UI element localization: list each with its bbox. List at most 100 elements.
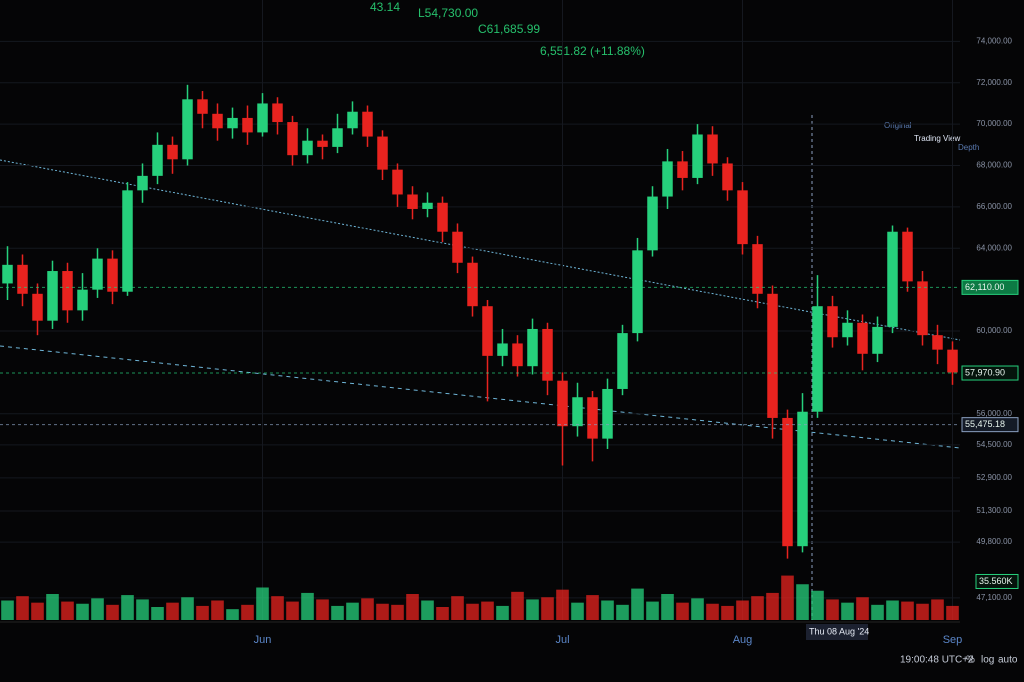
volume-bar <box>286 601 299 620</box>
candle-body <box>137 175 148 191</box>
candle-body <box>902 231 913 282</box>
volume-bar <box>376 603 389 620</box>
clock: 19:00:48 UTC+2 <box>900 655 974 666</box>
volume-bar <box>811 590 824 620</box>
candle-body <box>647 196 658 251</box>
candle-body <box>632 250 643 334</box>
volume-bar <box>76 603 89 620</box>
volume-bar <box>301 592 314 620</box>
candle-body <box>197 99 208 114</box>
volume-bar <box>781 575 794 620</box>
candle-body <box>77 289 88 311</box>
volume-bar <box>766 592 779 620</box>
candle-body <box>512 343 523 367</box>
candle-body <box>317 140 328 147</box>
volume-bar <box>511 591 524 620</box>
y-tick-label: 64,000.00 <box>976 243 1012 252</box>
candle-body <box>377 136 388 170</box>
candle-body <box>737 190 748 245</box>
volume-bar <box>931 599 944 620</box>
volume-bar <box>886 600 899 620</box>
volume-bar <box>16 596 29 620</box>
candle-body <box>827 306 838 338</box>
toolbar-tab[interactable]: Trading View <box>914 134 960 143</box>
volume-bar <box>946 605 959 620</box>
volume-bar <box>796 584 809 620</box>
volume-bar <box>481 601 494 620</box>
volume-bar <box>226 609 239 620</box>
volume-bar <box>556 589 569 620</box>
ohlc-value: C61,685.99 <box>478 22 540 36</box>
volume-bar <box>271 596 284 620</box>
candle-body <box>332 128 343 147</box>
volume-bar <box>91 598 104 620</box>
ohlc-value: 43.14 <box>370 0 400 14</box>
candle-body <box>707 134 718 164</box>
volume-bar <box>721 605 734 620</box>
candle-body <box>662 161 673 197</box>
candle-body <box>947 349 958 373</box>
marked-price-label: 57,970.90 <box>965 367 1005 377</box>
trend-line <box>0 159 961 341</box>
crosshair-price-label: 55,475.18 <box>965 419 1005 429</box>
candle-body <box>557 380 568 427</box>
volume-bar <box>751 596 764 620</box>
candle-body <box>437 202 448 232</box>
candle-body <box>212 113 223 129</box>
toolbar-tab[interactable]: Depth <box>958 143 979 152</box>
volume-bar <box>181 597 194 620</box>
candle-body <box>257 103 268 133</box>
last-price-label: 62,110.00 <box>965 282 1004 292</box>
volume-bar <box>496 605 509 620</box>
y-tick-label: 52,900.00 <box>976 473 1012 482</box>
volume-bar <box>136 599 149 620</box>
candle-body <box>2 264 13 284</box>
crosshair-date-box <box>806 624 868 640</box>
volume-bar <box>706 603 719 620</box>
volume-bar <box>61 601 74 620</box>
volume-bar <box>631 588 644 620</box>
y-tick-label: 70,000.00 <box>976 119 1012 128</box>
candle-body <box>872 326 883 354</box>
volume-bar <box>586 595 599 620</box>
trend-line <box>0 345 961 449</box>
candle-body <box>767 293 778 418</box>
candle-body <box>242 117 253 133</box>
candle-body <box>797 411 808 547</box>
candle-body <box>362 111 373 137</box>
volume-bar <box>601 600 614 620</box>
volume-label-box <box>975 573 1019 589</box>
volume-bar <box>541 597 554 620</box>
log-button[interactable]: log <box>981 655 994 666</box>
y-tick-label: 66,000.00 <box>976 202 1012 211</box>
candle-body <box>392 169 403 195</box>
volume-bar <box>346 602 359 620</box>
candle-body <box>92 258 103 290</box>
candle-body <box>782 417 793 547</box>
candle-body <box>587 397 598 439</box>
volume-bar <box>571 602 584 620</box>
volume-bar <box>451 596 464 620</box>
volume-bar <box>856 597 869 620</box>
volume-bar <box>736 600 749 620</box>
candle-body <box>752 244 763 294</box>
candle-body <box>602 388 613 439</box>
percent-button[interactable]: % <box>966 655 975 666</box>
candle-body <box>857 322 868 354</box>
candle-body <box>17 264 28 294</box>
candle-body <box>47 271 58 321</box>
ohlc-value: L54,730.00 <box>418 6 478 20</box>
x-tick-label: Jul <box>555 634 569 646</box>
candle-body <box>302 140 313 156</box>
toolbar-tab[interactable]: Original <box>884 121 912 130</box>
volume-bar <box>1 600 14 620</box>
candle-body <box>572 397 583 427</box>
x-tick-label: Jun <box>254 634 272 646</box>
ohlc-value: 6,551.82 (+11.88%) <box>540 44 645 58</box>
auto-button[interactable]: auto <box>998 655 1018 666</box>
volume-bar <box>916 603 929 620</box>
candle-body <box>527 328 538 367</box>
volume-bar <box>166 602 179 620</box>
